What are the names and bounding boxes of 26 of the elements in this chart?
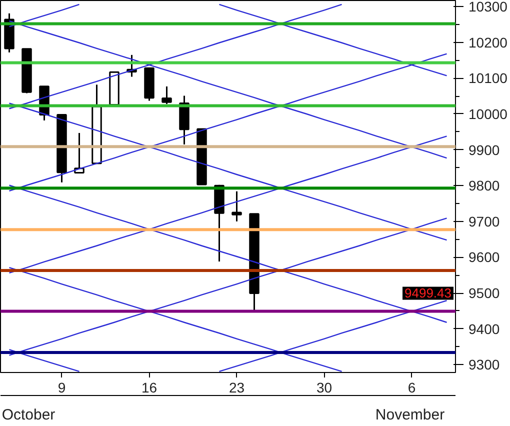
y-tick-label: 10100 xyxy=(468,70,508,86)
y-tick-label: 10200 xyxy=(468,34,508,50)
x-tick-label: 16 xyxy=(141,380,158,396)
x-tick-label: 30 xyxy=(316,380,332,396)
y-tick-label: 9900 xyxy=(468,142,500,158)
candlestick xyxy=(232,190,242,222)
y-tick-label: 9800 xyxy=(468,178,500,194)
text: November xyxy=(375,406,445,424)
line-series xyxy=(218,300,448,372)
x-tick-label: 9 xyxy=(58,380,66,396)
y-tick-label: 9600 xyxy=(468,249,500,266)
x-tick-label: 23 xyxy=(228,380,245,396)
annotation: 9499.43 xyxy=(404,286,452,301)
x-tick-label: 6 xyxy=(408,380,416,396)
line-series xyxy=(8,136,448,274)
line-series xyxy=(8,348,80,372)
line-series xyxy=(8,102,448,241)
y-tick-label: 9500 xyxy=(468,285,500,302)
y-tick-label: 10000 xyxy=(468,106,508,122)
text: October xyxy=(2,406,56,424)
y-tick-label: 10300 xyxy=(468,0,508,15)
y-tick-label: 9700 xyxy=(468,213,500,230)
line-series xyxy=(8,266,342,372)
y-tick-label: 9300 xyxy=(468,356,500,373)
candlestick xyxy=(162,86,172,105)
y-tick-label: 9400 xyxy=(468,320,500,337)
